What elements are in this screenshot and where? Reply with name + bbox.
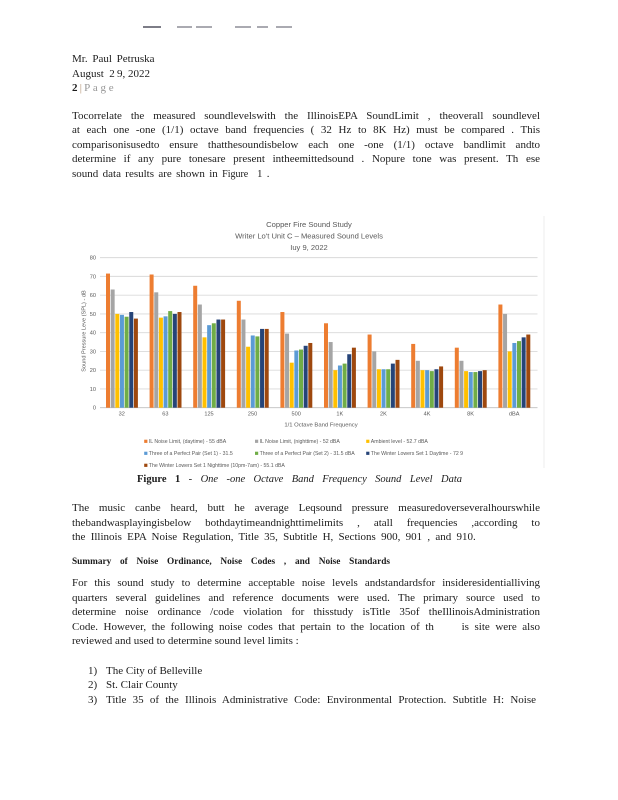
svg-text:Three of a Perfect Pair (Set 2: Three of a Perfect Pair (Set 2) - 31.5 d… [260,451,356,457]
svg-text:Sound Pressure Leve (SPL) - dB: Sound Pressure Leve (SPL) - dB [82,290,88,372]
svg-text:8K: 8K [467,411,474,417]
svg-text:30: 30 [90,349,96,355]
svg-text:63: 63 [162,411,168,417]
svg-text:Writer Lo't Unit C – Measured: Writer Lo't Unit C – Measured Sound Leve… [235,232,383,241]
svg-text:80: 80 [90,256,96,262]
svg-text:The Winter Lowers Set 1 Nightt: The Winter Lowers Set 1 Nighttime (10pm-… [149,463,286,469]
svg-text:Ambient level - 52.7 dBA: Ambient level - 52.7 dBA [371,439,429,445]
svg-text:dBA: dBA [509,411,520,417]
svg-text:32: 32 [119,411,125,417]
svg-text:1K: 1K [336,411,343,417]
svg-text:500: 500 [292,411,301,417]
svg-text:40: 40 [90,331,96,337]
svg-text:50: 50 [90,312,96,318]
svg-text:125: 125 [204,411,213,417]
svg-text:0: 0 [93,406,96,412]
svg-text:The Winter Lowers Set 1 Daytim: The Winter Lowers Set 1 Daytime - 72 9 [371,451,463,457]
svg-text:Copper Fire Sound Study: Copper Fire Sound Study [266,220,352,229]
svg-text:IL Noise Limit, (daytime) - 55: IL Noise Limit, (daytime) - 55 dBA [149,439,227,445]
svg-text:1/1 Octave Band Frequency: 1/1 Octave Band Frequency [284,422,357,428]
svg-text:250: 250 [248,411,257,417]
svg-text:4K: 4K [424,411,431,417]
svg-text:Three of a Perfect Pair (Set 1: Three of a Perfect Pair (Set 1) - 31.5 [149,451,233,457]
svg-text:2K: 2K [380,411,387,417]
svg-text:10: 10 [90,387,96,393]
svg-text:20: 20 [90,368,96,374]
svg-text:Iuy 9, 2022: Iuy 9, 2022 [290,243,328,252]
svg-text:60: 60 [90,293,96,299]
svg-text:IL Noise Limit, (nighttime) -: IL Noise Limit, (nighttime) - 52 dBA [260,439,341,445]
svg-text:70: 70 [90,274,96,280]
